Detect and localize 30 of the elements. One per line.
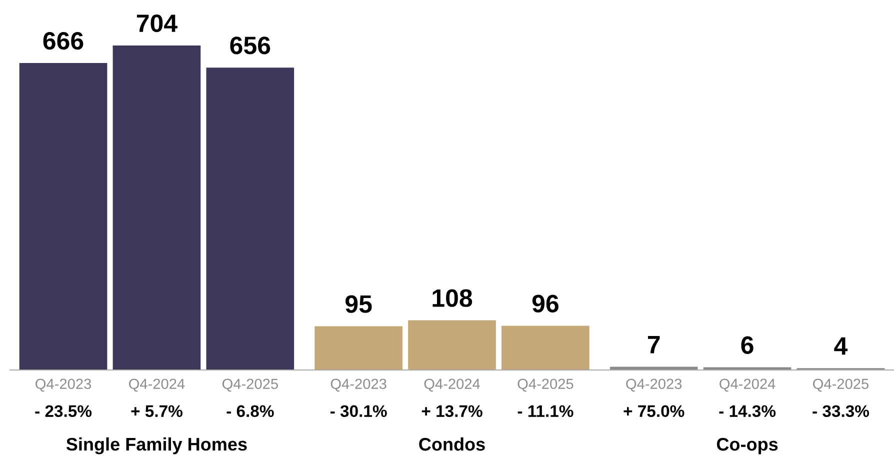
text: + 75.0%	[624, 405, 684, 418]
data-label: 95	[346, 295, 372, 313]
data-label: 656	[230, 36, 270, 54]
x-tick-label: Q4-2023	[626, 378, 682, 392]
text: Condos	[419, 437, 485, 451]
x-tick-label: Q4-2024	[129, 378, 185, 392]
text: + 13.7%	[422, 405, 482, 418]
text: - 23.5%	[35, 405, 92, 418]
text: - 11.1%	[518, 405, 574, 417]
data-label: 704	[136, 14, 178, 32]
data-label: 96	[532, 294, 558, 312]
text: Single Family Homes	[66, 437, 247, 454]
x-tick-label: Q4-2023	[330, 378, 386, 392]
x-tick-label: Q4-2025	[813, 378, 869, 392]
x-tick-label: Q4-2024	[424, 378, 480, 392]
x-tick-label: Q4-2024	[720, 378, 776, 392]
data-label: 4	[834, 337, 848, 355]
text: Co-ops	[716, 438, 778, 454]
text: - 30.1%	[330, 405, 387, 418]
text: - 33.3%	[812, 405, 870, 418]
data-label: 108	[432, 289, 472, 307]
text: + 5.7%	[131, 405, 182, 418]
data-label: 666	[43, 32, 84, 50]
x-tick-label: Q4-2025	[518, 378, 574, 392]
data-label: 6	[741, 336, 754, 354]
text: - 6.8%	[226, 405, 274, 418]
text: - 14.3%	[719, 405, 776, 418]
data-label: 7	[648, 336, 660, 354]
x-tick-label: Q4-2023	[36, 378, 91, 392]
x-tick-label: Q4-2025	[222, 378, 278, 392]
